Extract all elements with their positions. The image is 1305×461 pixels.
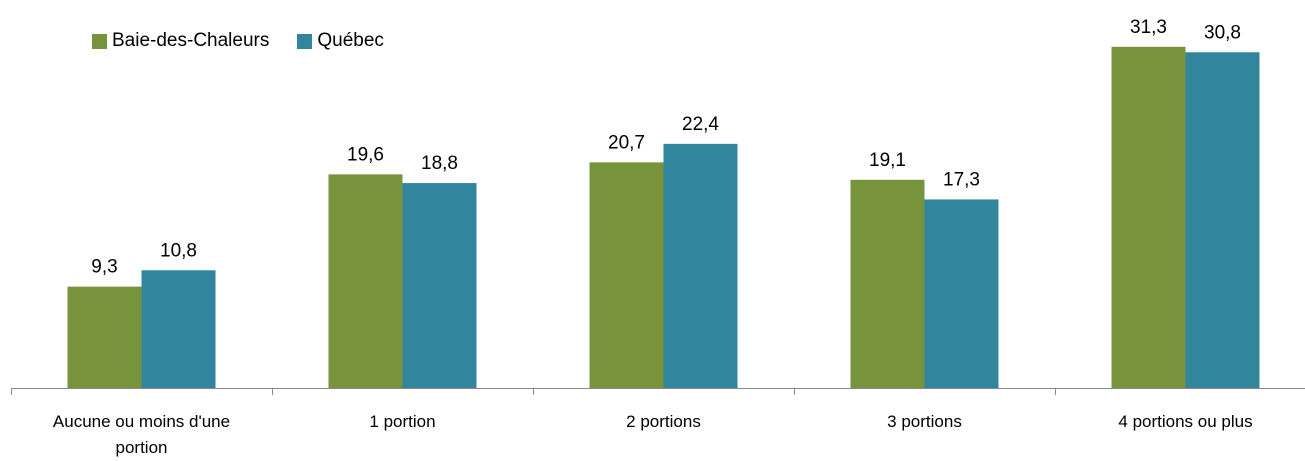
bar-quebec-2 [402, 183, 477, 388]
legend-swatch-quebec [297, 33, 313, 49]
category-label-4: 3 portions [887, 412, 962, 431]
data-label-baie-des-chaleurs-4: 19,1 [869, 150, 906, 171]
bar-quebec-5 [1185, 52, 1260, 388]
data-label-quebec-2: 18,8 [421, 153, 458, 174]
bar-baie-des-chaleurs-2 [328, 174, 403, 388]
legend-item-quebec: Québec [297, 30, 384, 52]
category-label-3: 2 portions [626, 412, 701, 431]
bar-quebec-4 [924, 199, 999, 388]
category-label-2: 1 portion [369, 412, 435, 431]
data-label-quebec-4: 17,3 [943, 169, 980, 190]
data-label-baie-des-chaleurs-5: 31,3 [1130, 17, 1167, 38]
data-label-quebec-1: 10,8 [160, 240, 197, 261]
bar-baie-des-chaleurs-5 [1111, 46, 1186, 389]
data-label-quebec-3: 22,4 [682, 114, 719, 135]
legend-label-baie-des-chaleurs: Baie-des-Chaleurs [112, 30, 270, 51]
legend: Baie-des-Chaleurs Québec [92, 30, 412, 52]
data-label-baie-des-chaleurs-1: 9,3 [91, 257, 117, 278]
bar-quebec-3 [663, 143, 738, 388]
legend-swatch-baie-des-chaleurs [92, 33, 107, 49]
bar-baie-des-chaleurs-1 [67, 286, 142, 388]
bar-baie-des-chaleurs-4 [850, 179, 925, 388]
bar-baie-des-chaleurs-3 [589, 162, 664, 388]
bar-quebec-1 [141, 270, 216, 388]
data-label-baie-des-chaleurs-3: 20,7 [608, 132, 645, 153]
legend-item-baie-des-chaleurs: Baie-des-Chaleurs [92, 30, 269, 52]
category-label-1: Aucune ou moins d'une portion [53, 412, 230, 457]
legend-label-quebec: Québec [317, 30, 384, 51]
data-label-baie-des-chaleurs-2: 19,6 [347, 144, 384, 165]
data-label-quebec-5: 30,8 [1204, 22, 1241, 43]
category-label-5: 4 portions ou plus [1118, 412, 1252, 431]
